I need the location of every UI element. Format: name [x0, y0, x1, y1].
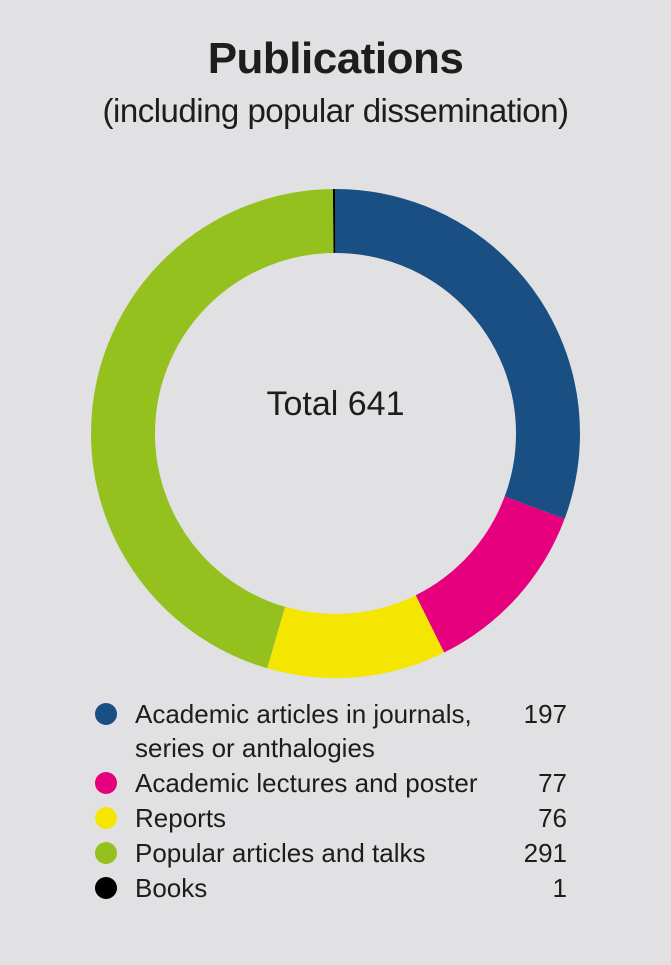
donut-segment	[91, 189, 580, 678]
page-title: Publications	[207, 34, 464, 83]
donut-total-label: Total 641	[266, 385, 405, 423]
legend-value: 1	[552, 873, 567, 903]
legend-item: Academic lectures and poster 77	[95, 766, 567, 800]
chart-legend: Academic articles in journals, series or …	[95, 697, 567, 906]
legend-label: Popular articles and talks	[135, 838, 426, 868]
donut-segment	[91, 189, 580, 678]
legend-swatch-icon	[95, 772, 117, 794]
legend-swatch-icon	[95, 703, 117, 725]
legend-label: Reports	[135, 803, 227, 833]
legend-label: Books	[135, 873, 208, 903]
donut-chart	[91, 189, 580, 678]
legend-swatch-icon	[95, 807, 117, 829]
legend-label: Academic articles in journals, series or …	[135, 699, 472, 763]
legend-value: 77	[538, 768, 567, 798]
legend-item: Books 1	[95, 871, 567, 905]
legend-item: Reports 76	[95, 801, 567, 835]
donut-segment	[91, 189, 580, 678]
legend-value: 76	[538, 803, 567, 833]
legend-label: Academic lectures and poster	[135, 768, 478, 798]
legend-item: Popular articles and talks 291	[95, 836, 567, 870]
legend-value: 291	[523, 838, 567, 868]
legend-swatch-icon	[95, 877, 117, 899]
legend-swatch-icon	[95, 842, 117, 864]
page-subtitle: (including popular dissemination)	[102, 92, 569, 129]
donut-chart-container: Total 641	[91, 189, 580, 678]
legend-item: Academic articles in journals, series or …	[95, 697, 567, 765]
legend-value: 197	[523, 699, 567, 729]
